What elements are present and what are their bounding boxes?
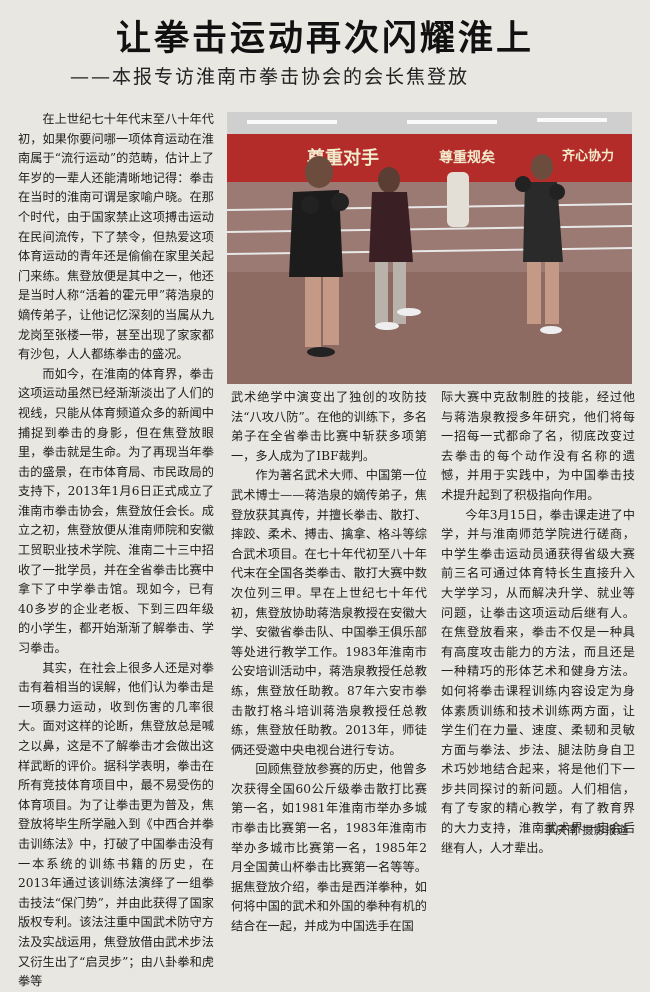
paragraph-continued: 际大赛中克敌制胜的技能，经过他与蒋浩泉教授多年研究，他们将每一招每一式都命了名，… bbox=[441, 390, 635, 502]
paragraph: 其实，在社会上很多人还是对拳击有着相当的误解，他们认为拳击是一项暴力运动，收到伤… bbox=[18, 660, 214, 989]
paragraph: 在上世纪七十年代末至八十年代初，如果你要问哪一项体育运动在淮南属于“流行运动”的… bbox=[18, 112, 214, 362]
banner-text-2: 尊重规矣 bbox=[439, 149, 495, 166]
banner-text-3: 齐心协力 bbox=[562, 148, 614, 164]
article-photo: 尊重对手 尊重规矣 齐心协力 bbox=[227, 112, 632, 384]
article-subtitle: ——本报专访淮南市拳击协会的会长焦登放 bbox=[70, 66, 470, 88]
paragraph: 作为著名武术大师、中国第一位武术博士——蒋浩泉的嫡传弟子，焦登放获其真传，并擅长… bbox=[231, 468, 427, 757]
paragraph: 回顾焦登放参赛的历史，他曾多次获得全国60公斤级拳击散打比赛第一名，如1981年… bbox=[231, 762, 427, 934]
paragraph: 而如今，在淮南的体育界，拳击这项运动虽然已经渐渐淡出了人们的视线，只能从体育频道… bbox=[18, 366, 214, 656]
byline: 李庆南 摄影报道 bbox=[543, 823, 628, 837]
article-column-2: 武术绝学中演变出了独创的攻防技法“八攻八防”。在他的训练下，多名弟子在全省拳击比… bbox=[231, 388, 427, 933]
article-title: 让拳击运动再次闪耀淮上 bbox=[115, 19, 534, 59]
article-column-1: 在上世纪七十年代末至八十年代初，如果你要问哪一项体育运动在淮南属于“流行运动”的… bbox=[18, 110, 214, 988]
paragraph-continued: 武术绝学中演变出了独创的攻防技法“八攻八防”。在他的训练下，多名弟子在全省拳击比… bbox=[231, 390, 427, 463]
paragraph: 今年3月15日，拳击课走进了中学，并与淮南师范学院进行磋商，中学生拳击运动员通获… bbox=[441, 507, 635, 855]
article-column-3: 际大赛中克敌制胜的技能，经过他与蒋浩泉教授多年研究，他们将每一招每一式都命了名，… bbox=[441, 388, 635, 855]
